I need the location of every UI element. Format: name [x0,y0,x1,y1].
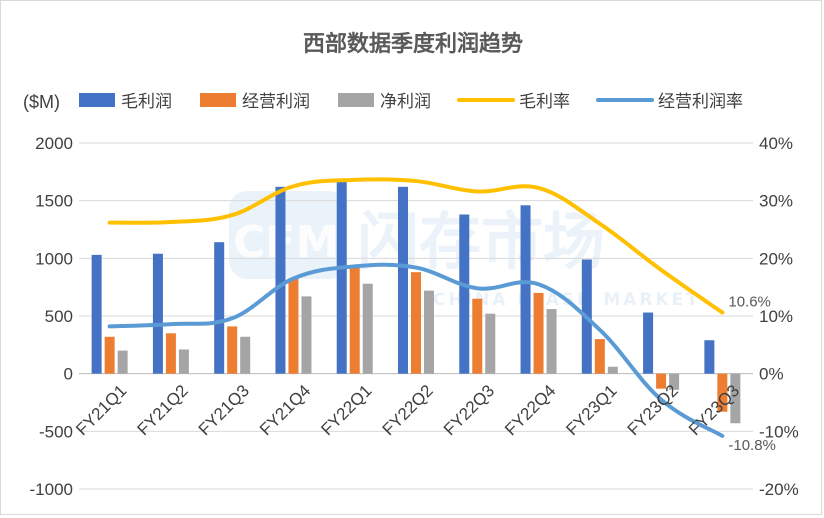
bar [362,283,373,374]
watermark-logo-text: CFM [233,217,339,268]
right-tick-label: -20% [759,480,799,499]
watermark-main-text: 闪存市场 [357,205,605,278]
bar [152,253,163,374]
bar [288,279,299,374]
bar [594,339,605,374]
left-axis-ticks: 2000 1500 1000 500 0 -500 -1000 [30,134,73,499]
bar [275,186,286,374]
x-tick-label: FY22Q1 [317,381,375,439]
x-axis-ticks: FY21Q1 FY21Q2 FY21Q3 FY21Q4 FY22Q1 FY22Q2 FY22… [72,381,743,439]
bar [214,242,225,374]
bar-series [91,179,741,424]
right-tick-label: -10% [759,422,799,441]
bar [398,186,408,374]
legend-label: 净利润 [380,92,431,112]
x-tick-label: FY21Q4 [256,381,314,439]
legend-label: 毛利率 [519,92,570,112]
data-label: 10.6% [728,294,771,311]
data-label: -10.8% [728,437,776,454]
legend-swatch [338,93,374,107]
x-tick-label: FY21Q1 [72,381,130,439]
watermark-logo-box [229,191,347,279]
legend-swatch [79,93,115,107]
bar [178,349,189,374]
bar [643,312,654,374]
left-tick-label: 2000 [35,134,73,153]
bar [165,333,176,374]
bar [485,313,496,374]
right-tick-label: 10% [759,307,793,326]
chart-title: 西部数据季度利润趋势 [303,31,523,57]
bar [472,298,483,374]
bar [117,350,128,374]
left-tick-label: 0 [64,365,73,384]
right-tick-label: 20% [759,249,793,268]
left-tick-label: -1000 [30,480,73,499]
bar [336,179,347,374]
right-tick-label: 40% [759,134,793,153]
line-series [107,177,725,438]
bar [546,309,557,374]
bar [533,292,544,374]
left-tick-label: 1500 [35,192,73,211]
bar [459,214,470,374]
x-tick-label: FY22Q4 [501,381,559,439]
legend-swatch [200,93,236,107]
right-tick-label: 30% [759,192,793,211]
bar [91,254,102,374]
legend-label: 经营利润 [242,92,310,112]
bar [730,373,741,424]
x-tick-label: FY21Q3 [195,381,253,439]
bar [349,266,360,374]
x-tick-label: FY21Q2 [134,381,192,439]
bar [227,326,238,374]
left-tick-label: 500 [45,307,73,326]
bar [424,290,434,374]
bar [104,336,115,374]
bar [411,272,421,374]
x-tick-label: FY23Q1 [562,381,620,439]
bar [301,296,312,374]
bar [240,336,251,374]
bar [704,340,715,374]
bar [656,373,667,389]
x-tick-label: FY22Q3 [440,381,498,439]
right-tick-label: 0% [759,365,784,384]
left-tick-label: -500 [39,422,73,441]
right-axis-ticks: 40% 30% 20% 10% 0% -10% -20% [759,134,799,499]
left-tick-label: 1000 [35,249,73,268]
bar [520,205,531,374]
bar [717,373,728,412]
data-labels: 10.6% -10.8% [728,294,776,454]
legend-label: 毛利润 [121,92,172,112]
left-axis-unit: ($M) [23,92,60,112]
bar [607,366,618,374]
bar [669,373,680,390]
series-line [107,262,725,438]
legend-label: 经营利润率 [658,92,743,112]
x-tick-label: FY22Q2 [379,381,437,439]
series-line [107,177,725,315]
legend: 毛利润 经营利润 净利润 毛利率 经营利润率 [79,92,743,112]
